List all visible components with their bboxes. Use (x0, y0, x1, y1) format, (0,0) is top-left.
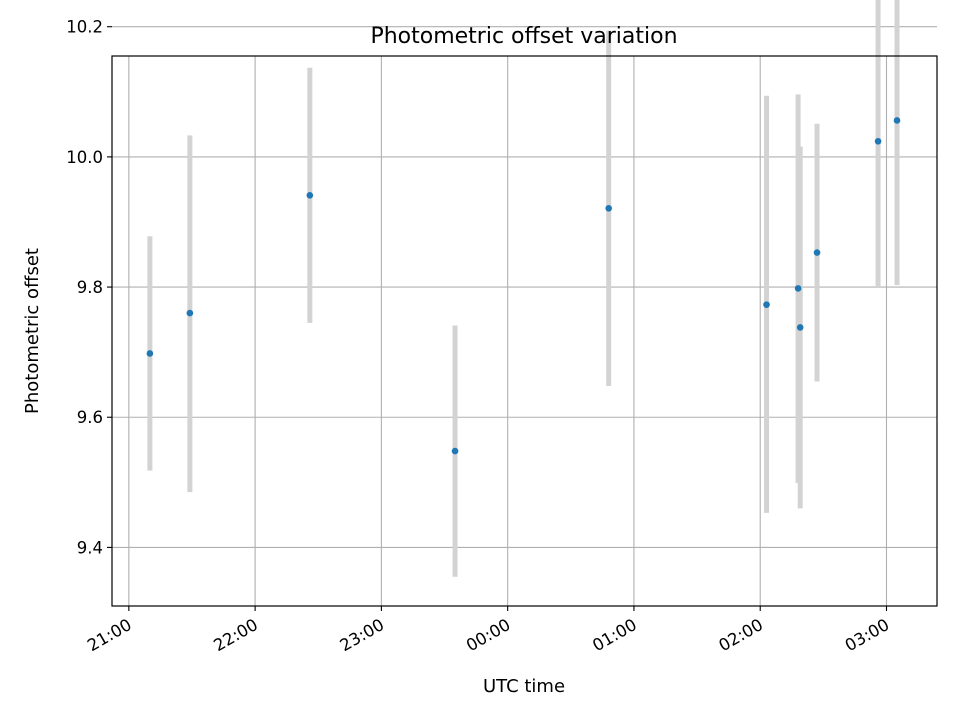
y-tick-label: 10.2 (66, 18, 103, 37)
y-axis-ticks: 9.4 9.6 9.8 10.0 10.2 (66, 18, 112, 557)
data-point (893, 117, 901, 124)
data-point (796, 324, 804, 331)
data-point (186, 309, 194, 317)
data-point (874, 137, 882, 145)
data-point (794, 285, 802, 292)
data-points (146, 117, 901, 455)
data-point (813, 249, 821, 256)
y-tick-label: 9.8 (77, 278, 103, 297)
plot-frame (111, 55, 938, 607)
chart-title: Photometric offset variation (370, 24, 677, 49)
y-tick-label: 9.6 (77, 408, 103, 427)
data-point (451, 447, 459, 455)
data-point (763, 301, 770, 308)
data-point (146, 350, 154, 357)
y-tick-label: 10.0 (66, 148, 103, 167)
y-axis-label: Photometric offset (22, 248, 43, 414)
data-point (306, 191, 314, 199)
x-axis-label: UTC time (483, 676, 565, 697)
data-point (605, 205, 612, 212)
y-tick-label: 9.4 (77, 538, 103, 557)
